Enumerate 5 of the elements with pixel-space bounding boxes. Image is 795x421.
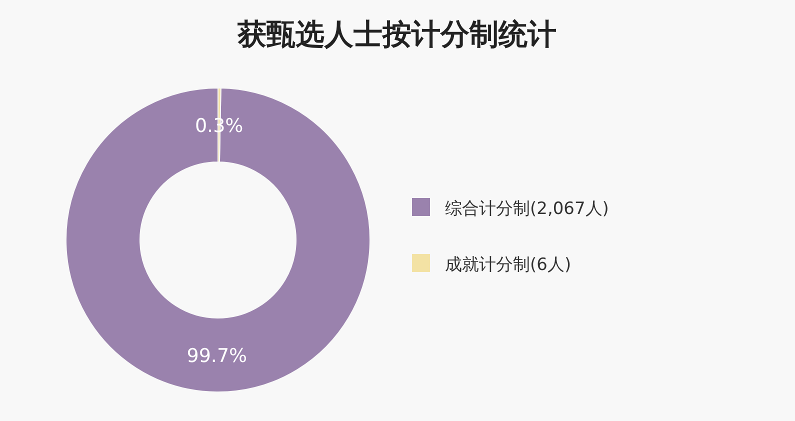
chart-title: 获甄选人士按计分制统计 <box>236 17 556 51</box>
data-label: 99.7% <box>186 344 248 367</box>
legend-label: 综合计分制(2,067人) <box>445 199 609 219</box>
donut-slice <box>66 88 370 392</box>
legend-label: 成就计分制(6人) <box>445 255 572 275</box>
